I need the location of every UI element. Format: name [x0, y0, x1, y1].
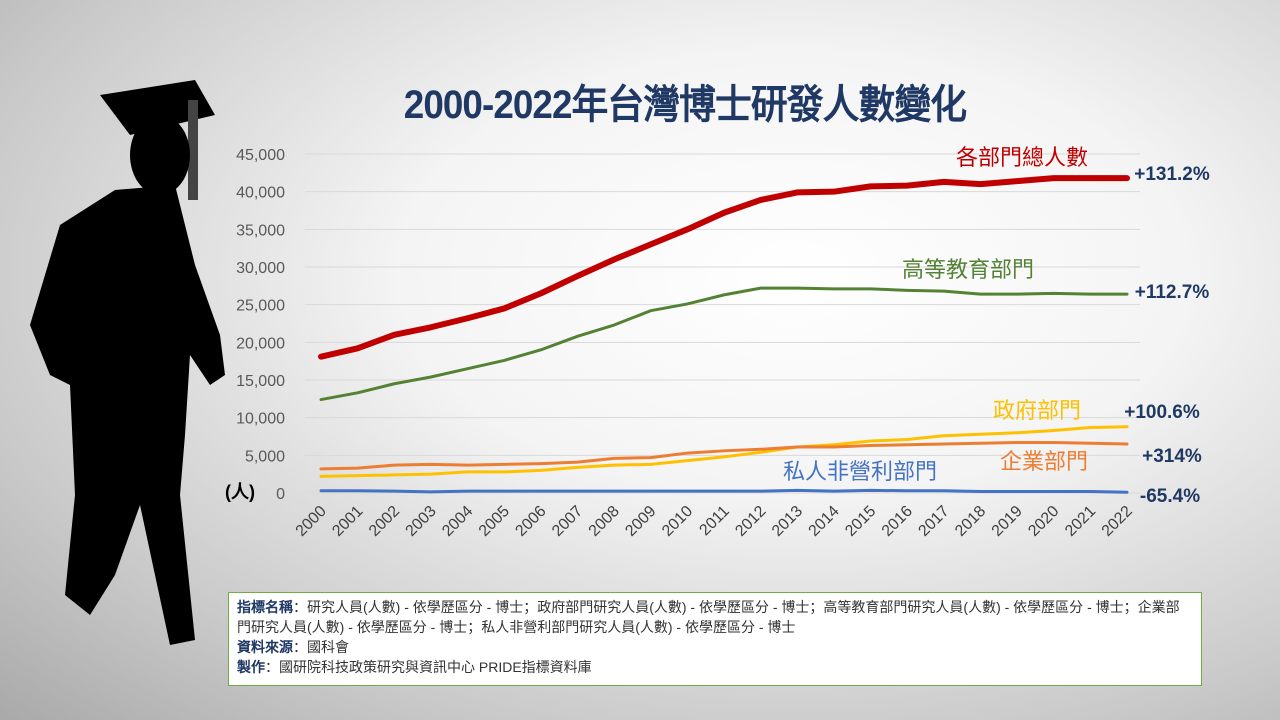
series-label: 政府部門	[993, 398, 1081, 423]
x-tick-label: 2004	[439, 503, 476, 540]
y-tick-label: 15,000	[236, 373, 285, 390]
series-line	[318, 175, 1130, 360]
source-label: 資料來源	[237, 639, 293, 655]
x-tick-label: 2003	[403, 503, 440, 540]
x-tick-label: 2010	[659, 503, 696, 540]
x-tick-label: 2013	[769, 503, 806, 540]
series-line	[319, 286, 1129, 402]
y-tick-label: 0	[276, 486, 285, 503]
x-tick-label: 2002	[366, 503, 403, 540]
x-tick-label: 2015	[842, 503, 879, 540]
series-line	[319, 425, 1129, 478]
x-tick-label: 2007	[549, 503, 586, 540]
chart-title: 2000-2022年台灣博士研發人數變化	[403, 83, 967, 127]
graduate-silhouette-icon	[30, 80, 225, 645]
change-label: +100.6%	[1124, 402, 1200, 423]
indicator-label: 指標名稱	[237, 599, 293, 615]
y-tick-label: 20,000	[236, 335, 285, 352]
x-tick-label: 2018	[952, 503, 989, 540]
x-tick-label: 2012	[732, 503, 769, 540]
x-tick-label: 2014	[806, 503, 843, 540]
series-line	[319, 488, 1129, 494]
x-tick-label: 2019	[989, 503, 1026, 540]
x-tick-label: 2020	[1025, 503, 1062, 540]
source-text: ：國科會	[293, 639, 349, 655]
series-label: 高等教育部門	[902, 257, 1034, 282]
x-tick-label: 2016	[879, 503, 916, 540]
y-axis-label: (人)	[225, 482, 255, 502]
y-tick-label: 10,000	[236, 411, 285, 428]
x-tick-label: 2001	[329, 503, 366, 540]
x-tick-label: 2006	[512, 503, 549, 540]
x-tick-label: 2005	[476, 503, 513, 540]
x-tick-label: 2021	[1062, 503, 1099, 540]
x-tick-label: 2008	[586, 503, 623, 540]
x-tick-label: 2011	[696, 503, 732, 539]
change-label: +131.2%	[1134, 164, 1210, 185]
x-tick-label: 2009	[622, 503, 659, 540]
change-label: -65.4%	[1140, 486, 1200, 507]
maker-text: ：國研院科技政策研究與資訊中心 PRIDE指標資料庫	[265, 659, 592, 675]
series-line	[319, 441, 1129, 471]
x-tick-label: 2022	[1099, 503, 1136, 540]
x-tick-label: 2017	[915, 503, 952, 540]
series-label: 企業部門	[1000, 449, 1088, 474]
maker-label: 製作	[237, 659, 265, 675]
indicator-text: ：研究人員(人數) - 依學歷區分 - 博士；政府部門研究人員(人數) - 依學…	[237, 599, 1180, 635]
y-tick-label: 5,000	[245, 448, 285, 465]
series-label: 私人非營利部門	[783, 459, 937, 484]
y-tick-label: 30,000	[236, 260, 285, 277]
y-tick-label: 40,000	[236, 185, 285, 202]
y-tick-label: 45,000	[236, 147, 285, 164]
x-tick-label: 2000	[293, 503, 330, 540]
y-tick-label: 25,000	[236, 298, 285, 315]
change-label: +314%	[1142, 446, 1202, 467]
series-label: 各部門總人數	[956, 145, 1088, 170]
change-label: +112.7%	[1135, 282, 1210, 303]
source-note: 指標名稱：研究人員(人數) - 依學歷區分 - 博士；政府部門研究人員(人數) …	[228, 592, 1202, 686]
y-tick-label: 35,000	[236, 222, 285, 239]
